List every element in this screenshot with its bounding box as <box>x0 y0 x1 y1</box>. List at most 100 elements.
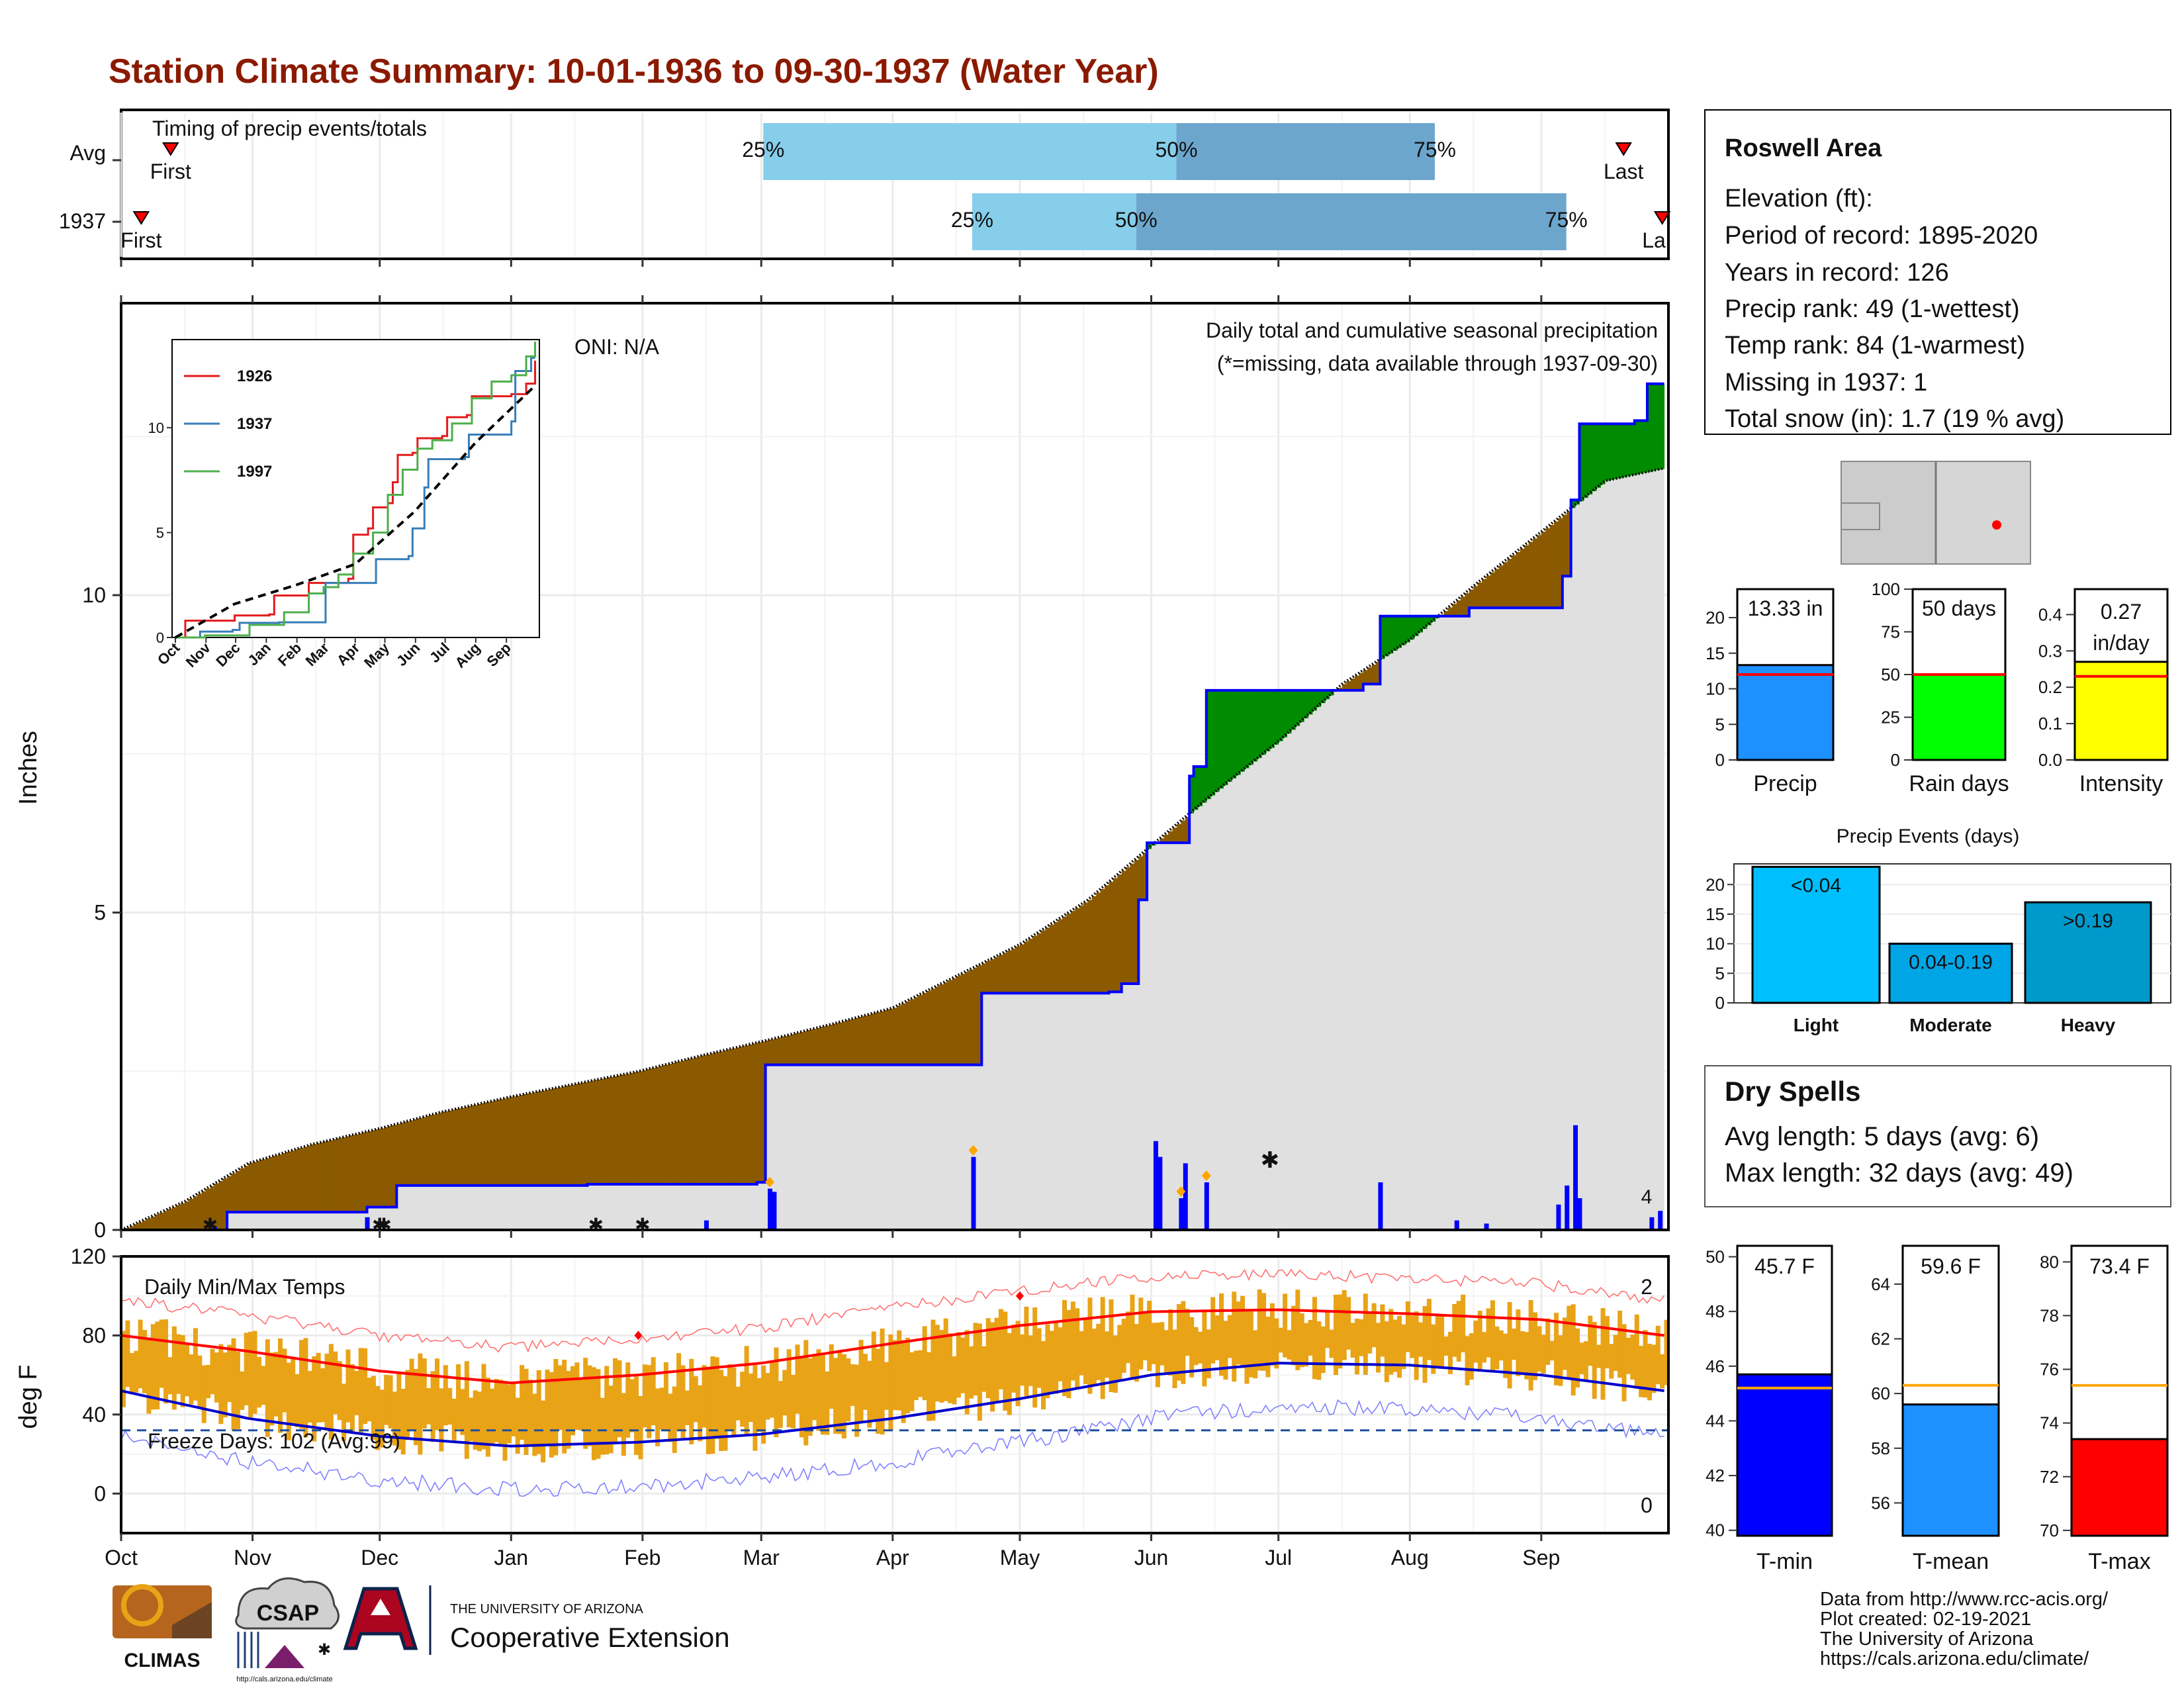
below-average-fill <box>710 1053 715 1184</box>
below-average-fill <box>1346 681 1351 690</box>
temp-summary-bar-t-mean <box>1901 1403 2000 1537</box>
below-average-fill <box>549 1089 554 1186</box>
above-average-fill <box>1329 690 1334 696</box>
below-average-fill <box>167 1209 173 1230</box>
daily-precip-bar <box>1658 1211 1663 1230</box>
daily-temp-bar <box>825 1371 830 1435</box>
daily-temp-bar <box>1134 1324 1139 1382</box>
daily-temp-bar <box>1600 1308 1606 1400</box>
daily-temp-bar <box>295 1374 300 1427</box>
below-average-fill <box>562 1086 567 1186</box>
daily-temp-bar <box>214 1352 219 1403</box>
below-average-fill <box>282 1152 287 1213</box>
daily-temp-bar <box>1541 1335 1546 1374</box>
daily-temp-bar <box>1414 1311 1419 1380</box>
daily-temp-bar <box>583 1358 588 1449</box>
events-bar-light <box>1751 865 1881 1004</box>
daily-temp-bar <box>1189 1317 1195 1378</box>
summary-value-label-1: 50 days <box>1922 596 1996 620</box>
daily-temp-bar <box>1024 1306 1029 1397</box>
daily-temp-bar <box>502 1381 508 1461</box>
precip-events-title: Precip Events (days) <box>1837 825 2020 847</box>
month-label: Sep <box>1522 1546 1560 1570</box>
month-label: Dec <box>361 1546 398 1570</box>
daily-temp-bar <box>396 1374 402 1450</box>
above-average-fill <box>1380 616 1385 659</box>
above-average-fill <box>1392 616 1398 651</box>
below-average-fill <box>1371 664 1377 684</box>
heavy-precip-marker <box>968 1145 978 1156</box>
daily-temp-bar <box>778 1381 783 1429</box>
daily-temp-bar <box>799 1356 804 1438</box>
daily-temp-bar <box>587 1365 592 1446</box>
above-average-fill <box>1232 690 1237 778</box>
daily-temp-bar <box>1155 1323 1160 1387</box>
above-average-fill <box>1257 690 1262 759</box>
below-average-fill <box>1520 548 1525 608</box>
daily-temp-bar <box>201 1365 206 1423</box>
events-bar-label-light: <0.04 <box>1791 874 1841 896</box>
below-average-fill <box>1477 582 1482 608</box>
inset-legend-label-1926: 1926 <box>237 367 272 385</box>
below-average-fill <box>1024 941 1029 994</box>
daily-temp-bar <box>994 1317 999 1401</box>
daily-temp-bar <box>1121 1319 1126 1373</box>
temp-summary-bar-t-max <box>2070 1438 2169 1537</box>
below-average-fill <box>833 1023 839 1065</box>
daily-temp-bar <box>1562 1317 1567 1370</box>
daily-temp-bar <box>1592 1321 1597 1399</box>
record-low-count: 0 <box>1641 1493 1653 1517</box>
summary-bar-0 <box>1736 664 1835 761</box>
below-average-fill <box>613 1076 617 1184</box>
daily-temp-bar <box>405 1370 410 1440</box>
daily-temp-bar <box>1138 1297 1144 1370</box>
below-average-fill <box>702 1055 707 1184</box>
daily-temp-bar <box>651 1357 656 1426</box>
below-average-fill <box>201 1191 206 1230</box>
daily-temp-bar <box>1516 1309 1521 1376</box>
daily-temp-bar <box>1054 1323 1059 1394</box>
daily-temp-bar <box>702 1365 707 1428</box>
below-average-fill <box>1109 881 1114 992</box>
summary-ytick-label: 75 <box>1881 622 1900 642</box>
above-average-fill <box>1588 424 1593 494</box>
below-average-fill <box>345 1136 351 1213</box>
page-title: Station Climate Summary: 10-01-1936 to 0… <box>109 52 1159 91</box>
climas-logo: CLIMAS <box>113 1584 212 1671</box>
above-average-fill <box>1397 616 1402 648</box>
daily-temp-bar <box>545 1370 550 1445</box>
daily-temp-bar <box>256 1356 261 1408</box>
oni-label: ONI: N/A <box>574 335 660 359</box>
below-average-fill <box>171 1207 177 1230</box>
temp-summary-ytick-label: 58 <box>1871 1438 1890 1458</box>
below-average-fill <box>1181 820 1186 843</box>
above-average-fill <box>1287 690 1292 734</box>
below-average-fill <box>871 1013 876 1065</box>
below-average-fill <box>1359 673 1364 690</box>
temp-ytick-label: 80 <box>82 1323 106 1347</box>
daily-precip-bar <box>971 1156 976 1230</box>
daily-temp-bar <box>1049 1331 1054 1392</box>
temp-summary-value-0: 45.7 F <box>1754 1254 1815 1278</box>
below-average-fill <box>693 1057 698 1184</box>
daily-temp-bar <box>121 1331 126 1407</box>
daily-temp-bar <box>1507 1301 1512 1389</box>
below-average-fill <box>1130 863 1135 984</box>
footer-url: https://cals.arizona.edu/climate/ <box>1820 1648 2089 1669</box>
daily-temp-bar <box>240 1371 245 1410</box>
daily-temp-bar <box>1265 1317 1271 1378</box>
daily-temp-bar <box>1168 1309 1173 1376</box>
below-average-fill <box>235 1170 240 1213</box>
below-average-fill <box>1507 559 1512 608</box>
below-average-fill <box>384 1127 389 1207</box>
below-average-fill <box>943 982 948 1065</box>
daily-temp-bar <box>345 1349 351 1423</box>
timing-label-q25: 25% <box>951 208 993 232</box>
daily-temp-bar <box>892 1340 897 1411</box>
precip-events-panel: Precip Events (days) 0 5 10 15 20 <0.04 Light 0… <box>1706 825 2171 1035</box>
inset-legend-label-1937: 1937 <box>237 415 272 433</box>
new-mexico-shape <box>1935 461 2031 565</box>
below-average-fill <box>744 1045 749 1184</box>
below-average-fill <box>443 1111 448 1186</box>
below-average-fill <box>837 1022 842 1065</box>
